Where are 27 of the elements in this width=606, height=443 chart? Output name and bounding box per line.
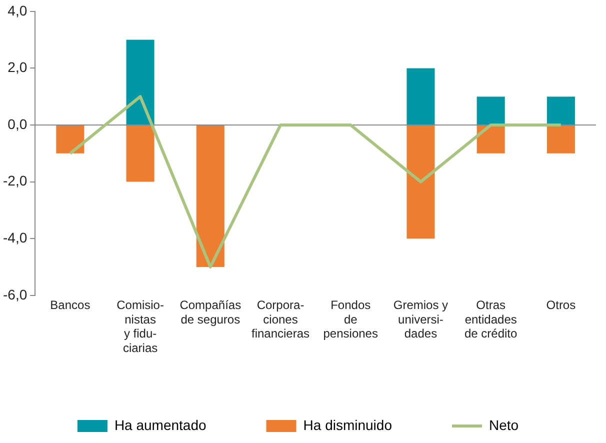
bar <box>126 40 154 124</box>
bar <box>476 126 505 154</box>
legend-label: Ha aumentado <box>114 416 206 433</box>
bar <box>56 126 84 154</box>
y-tick-label: -6,0 <box>3 286 28 302</box>
bar <box>126 126 154 182</box>
x-tick-label: Otras entidades de crédito <box>464 298 518 341</box>
y-tick-label: 2,0 <box>8 59 28 76</box>
bar <box>196 126 224 267</box>
bar <box>546 96 575 124</box>
bar <box>406 68 435 124</box>
bar <box>476 96 505 124</box>
bar <box>406 126 435 239</box>
x-tick-label: Gremios y universi- dades <box>393 298 448 341</box>
y-tick-label: -2,0 <box>3 172 28 189</box>
y-tick-label: 4,0 <box>8 2 28 18</box>
bar <box>546 126 575 154</box>
x-tick-label: Corpora- ciones financieras <box>251 298 310 341</box>
y-tick-label: 0,0 <box>8 116 28 132</box>
x-tick-label: Fondos de pensiones <box>323 298 378 341</box>
legend-label: Neto <box>488 416 519 433</box>
x-tick-label: Otros <box>546 298 576 312</box>
x-tick-label: Bancos <box>50 298 90 312</box>
y-tick-label: -4,0 <box>3 229 28 246</box>
x-tick-label: Compañías de seguros <box>180 298 242 326</box>
x-tick-label: Comisio- nistas y fidu- ciarias <box>116 298 164 356</box>
legend-label: Ha disminuido <box>303 416 392 433</box>
